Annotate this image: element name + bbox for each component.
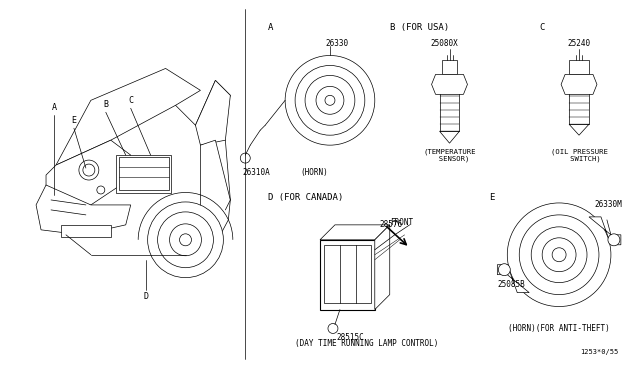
Text: 28515C: 28515C — [336, 333, 364, 343]
Circle shape — [531, 227, 587, 283]
Text: (TEMPERATURE
  SENSOR): (TEMPERATURE SENSOR) — [423, 148, 476, 162]
Polygon shape — [561, 74, 597, 94]
Text: (HORN): (HORN) — [300, 168, 328, 177]
Text: 28576: 28576 — [380, 220, 403, 229]
Polygon shape — [375, 225, 390, 310]
Circle shape — [79, 160, 99, 180]
Circle shape — [240, 153, 250, 163]
Polygon shape — [61, 225, 111, 237]
Polygon shape — [36, 185, 131, 235]
Circle shape — [608, 234, 620, 246]
Polygon shape — [569, 124, 589, 135]
Circle shape — [180, 234, 191, 246]
Polygon shape — [200, 140, 230, 235]
Circle shape — [508, 203, 611, 307]
Text: (HORN)(FOR ANTI-THEFT): (HORN)(FOR ANTI-THEFT) — [508, 324, 610, 333]
Polygon shape — [119, 157, 168, 190]
Circle shape — [499, 264, 510, 276]
Text: D: D — [143, 292, 148, 301]
Polygon shape — [569, 61, 589, 74]
Text: B: B — [103, 100, 108, 109]
Circle shape — [285, 55, 375, 145]
Circle shape — [157, 212, 213, 268]
Circle shape — [97, 186, 105, 194]
Text: E: E — [72, 116, 76, 125]
Text: C: C — [128, 96, 133, 105]
Text: 1253*0/55: 1253*0/55 — [580, 349, 619, 355]
Circle shape — [83, 164, 95, 176]
Polygon shape — [431, 74, 467, 94]
Polygon shape — [320, 225, 390, 240]
Text: (OIL PRESSURE
   SWITCH): (OIL PRESSURE SWITCH) — [550, 148, 607, 162]
Polygon shape — [195, 80, 230, 135]
Polygon shape — [497, 265, 529, 293]
Text: B (FOR USA): B (FOR USA) — [390, 23, 449, 32]
Circle shape — [325, 95, 335, 105]
Polygon shape — [46, 140, 131, 205]
Circle shape — [328, 324, 338, 333]
Polygon shape — [195, 80, 230, 145]
Polygon shape — [320, 240, 375, 310]
Circle shape — [170, 224, 202, 256]
Text: 26330M: 26330M — [594, 200, 621, 209]
Text: (DAY TIME RUNNING LAMP CONTROL): (DAY TIME RUNNING LAMP CONTROL) — [295, 339, 438, 349]
Text: D (FOR CANADA): D (FOR CANADA) — [268, 193, 344, 202]
Text: E: E — [490, 193, 495, 202]
Circle shape — [519, 215, 599, 295]
Text: 25240: 25240 — [568, 39, 591, 48]
Polygon shape — [324, 245, 371, 302]
Text: FRONT: FRONT — [390, 218, 413, 227]
Circle shape — [552, 248, 566, 262]
Circle shape — [316, 86, 344, 114]
Polygon shape — [442, 61, 458, 74]
Circle shape — [148, 202, 223, 278]
Circle shape — [542, 238, 576, 272]
Polygon shape — [440, 131, 460, 143]
Polygon shape — [589, 217, 621, 245]
Text: A: A — [268, 23, 273, 32]
Polygon shape — [56, 68, 200, 165]
Text: C: C — [539, 23, 545, 32]
Text: 25080X: 25080X — [431, 39, 458, 48]
Circle shape — [305, 76, 355, 125]
Text: 26330: 26330 — [325, 39, 348, 48]
Text: 26310A: 26310A — [243, 168, 270, 177]
Text: A: A — [51, 103, 56, 112]
Text: 25085B: 25085B — [497, 280, 525, 289]
Circle shape — [295, 65, 365, 135]
Polygon shape — [116, 155, 171, 193]
